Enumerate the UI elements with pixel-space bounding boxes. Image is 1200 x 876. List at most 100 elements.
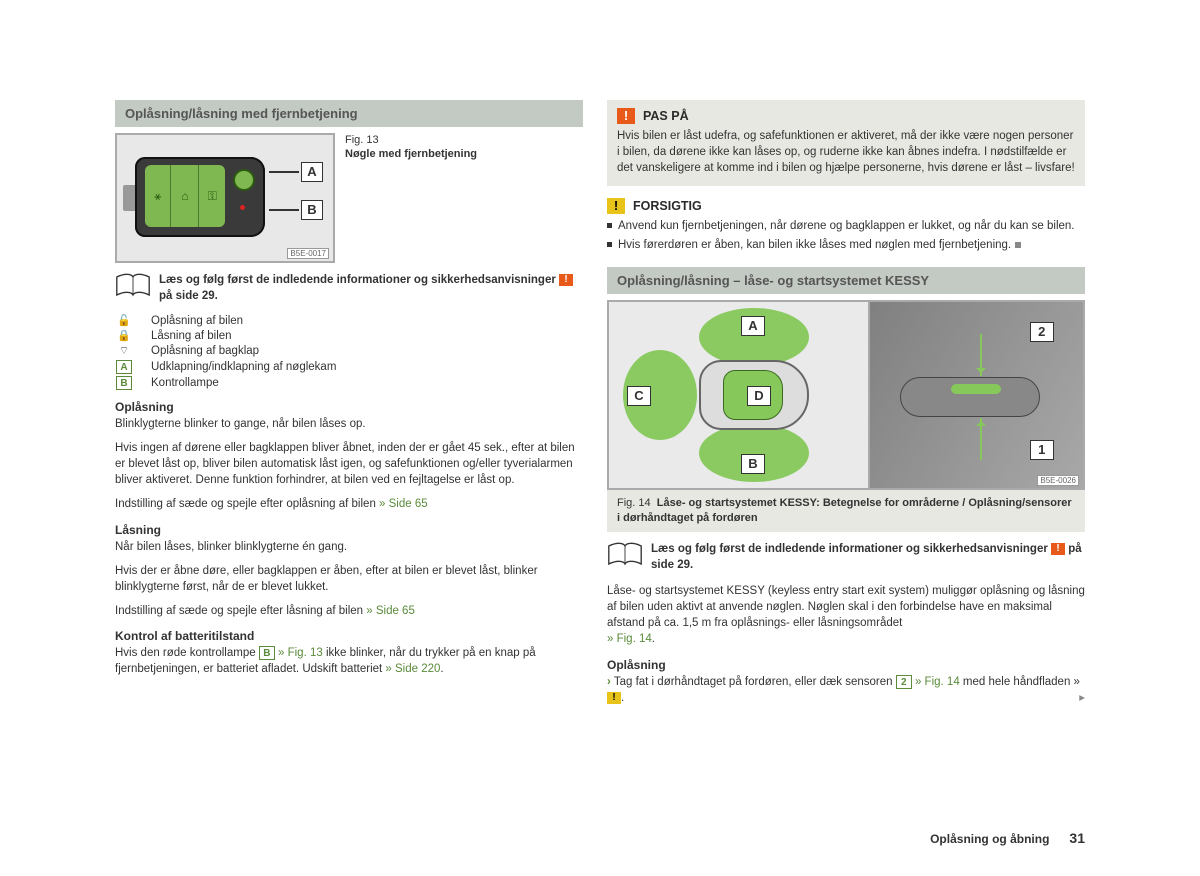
batt-letter-box: B xyxy=(259,646,275,660)
read-first-row-right: Læs og følg først de indledende informat… xyxy=(607,542,1085,573)
lock-p3: Indstilling af sæde og spejle efter låsn… xyxy=(115,603,583,619)
legend-row-trunk: ⌔ Oplåsning af bagklap xyxy=(115,344,583,358)
legend-a-text: Udklapning/indklapning af nøglekam xyxy=(151,361,336,373)
kessy-step-link[interactable]: » Fig. 14 xyxy=(912,676,960,688)
kessy-para: Låse- og startsystemet KESSY (keyless en… xyxy=(607,583,1085,647)
section-header-kessy: Oplåsning/låsning – låse- og startsystem… xyxy=(607,267,1085,294)
read-first-main-r: Læs og følg først de indledende informat… xyxy=(651,543,1048,555)
kessy-step-pre: Tag fat i dørhåndtaget på fordøren, elle… xyxy=(614,676,896,688)
lock-p3-pre: Indstilling af sæde og spejle efter låsn… xyxy=(115,605,366,617)
forsigtig-list: Anvend kun fjernbetjeningen, når dørene … xyxy=(607,218,1085,253)
page-root: Oplåsning/låsning med fjernbetjening ⚹ ⌂… xyxy=(0,0,1200,714)
batt-fig-link[interactable]: » Fig. 13 xyxy=(275,647,323,659)
book-icon xyxy=(607,542,643,568)
fig13-caption: Fig. 13 Nøgle med fjernbetjening xyxy=(345,133,477,263)
fig14-image: A B C D 2 1 B5E-0026 xyxy=(607,300,1085,490)
forsigtig-block: ! FORSIGTIG Anvend kun fjernbetjeningen,… xyxy=(607,198,1085,253)
fig13-row: ⚹ ⌂ ⚿ A B B5E-0017 Fig. 13 Nøgle med fje… xyxy=(115,133,583,263)
kessy-link[interactable]: » Fig. 14 xyxy=(607,633,652,645)
sensor-label-1: 1 xyxy=(1030,440,1054,460)
arrow-1 xyxy=(980,418,982,460)
kessy-pre: Låse- og startsystemet KESSY (keyless en… xyxy=(607,585,1085,629)
zone-label-b: B xyxy=(741,454,765,474)
right-column: ! PAS PÅ Hvis bilen er låst udefra, og s… xyxy=(607,100,1085,714)
callout-line-a xyxy=(269,171,299,173)
batt-pre: Hvis den røde kontrollampe xyxy=(115,647,259,659)
lock-symbol: 🔒 xyxy=(115,329,133,342)
key-led xyxy=(240,205,245,210)
fig14-right-panel: 2 1 B5E-0026 xyxy=(870,302,1083,488)
key-body: ⚹ ⌂ ⚿ xyxy=(135,157,265,237)
unlock-p2: Hvis ingen af dørene eller bagklappen bl… xyxy=(115,440,583,488)
lock-heading: Låsning xyxy=(115,523,583,537)
battery-heading: Kontrol af batteritilstand xyxy=(115,629,583,643)
legend-unlock-text: Oplåsning af bilen xyxy=(151,315,243,327)
footer-title: Oplåsning og åbning xyxy=(930,832,1049,846)
legend-b-box: B xyxy=(116,376,132,390)
pas-paa-box: ! PAS PÅ Hvis bilen er låst udefra, og s… xyxy=(607,100,1085,186)
zone-label-c: C xyxy=(627,386,651,406)
zone-label-a: A xyxy=(741,316,765,336)
left-column: Oplåsning/låsning med fjernbetjening ⚹ ⌂… xyxy=(115,100,583,714)
callout-b: B xyxy=(301,200,323,220)
pas-paa-text: Hvis bilen er låst udefra, og safefunkti… xyxy=(617,128,1075,176)
fig13-image: ⚹ ⌂ ⚿ A B B5E-0017 xyxy=(115,133,335,263)
fig13-caption-text: Nøgle med fjernbetjening xyxy=(345,148,477,160)
callout-a: A xyxy=(301,162,323,182)
caution-icon-inline: ! xyxy=(607,692,621,704)
read-first-text-left: Læs og følg først de indledende informat… xyxy=(159,273,583,304)
forsigtig-b2-span: Hvis førerdøren er åben, kan bilen ikke … xyxy=(618,239,1011,251)
fig14-num: Fig. 14 xyxy=(617,497,651,509)
pas-paa-title: PAS PÅ xyxy=(643,109,689,123)
trunk-icon: ⌂ xyxy=(172,165,198,227)
key-buttons: ⚹ ⌂ ⚿ xyxy=(145,165,225,227)
fig13-code: B5E-0017 xyxy=(287,248,329,259)
forsigtig-head: ! FORSIGTIG xyxy=(607,198,1085,214)
section-header-remote: Oplåsning/låsning med fjernbetjening xyxy=(115,100,583,127)
callout-line-b xyxy=(269,209,299,211)
pas-paa-head: ! PAS PÅ xyxy=(617,108,1075,124)
lock-p3-link[interactable]: » Side 65 xyxy=(366,605,415,617)
read-first-text-right: Læs og følg først de indledende informat… xyxy=(651,542,1085,573)
unlock-symbol: 🔓 xyxy=(115,314,133,327)
warning-icon: ! xyxy=(617,108,635,124)
continue-marker: ▸ xyxy=(1079,690,1085,706)
batt-page-link[interactable]: » Side 220 xyxy=(385,663,440,675)
battery-para: Hvis den røde kontrollampe B » Fig. 13 i… xyxy=(115,645,583,677)
legend-trunk-text: Oplåsning af bagklap xyxy=(151,345,259,357)
unlock-heading: Oplåsning xyxy=(115,400,583,414)
step-chevron-icon: › xyxy=(607,676,611,688)
legend-lock-text: Låsning af bilen xyxy=(151,330,232,342)
unlock-p3-link[interactable]: » Side 65 xyxy=(379,498,428,510)
legend-row-b: B Kontrollampe xyxy=(115,376,583,390)
legend-b-text: Kontrollampe xyxy=(151,377,219,389)
lock-icon: ⚿ xyxy=(200,165,225,227)
unlock-p3-pre: Indstilling af sæde og spejle efter oplå… xyxy=(115,498,379,510)
legend-row-a: A Udklapning/indklapning af nøglekam xyxy=(115,360,583,374)
book-icon xyxy=(115,273,151,299)
trunk-symbol: ⌔ xyxy=(115,344,133,358)
legend-a-box: A xyxy=(116,360,132,374)
forsigtig-b1-text: Anvend kun fjernbetjeningen, når dørene … xyxy=(618,218,1074,234)
kessy-unlock-heading: Oplåsning xyxy=(607,658,1085,672)
lock-p2: Hvis der er åbne døre, eller bagklappen … xyxy=(115,563,583,595)
read-first-tail: på side 29. xyxy=(159,290,218,302)
fig14-code: B5E-0026 xyxy=(1037,475,1079,486)
forsigtig-b1: Anvend kun fjernbetjeningen, når dørene … xyxy=(607,218,1085,234)
kessy-sensor-num: 2 xyxy=(896,675,912,689)
footer-page-number: 31 xyxy=(1069,830,1085,846)
fig14-left-panel: A B C D xyxy=(609,302,870,488)
read-first-main: Læs og følg først de indledende informat… xyxy=(159,274,556,286)
forsigtig-title: FORSIGTIG xyxy=(633,199,702,213)
unlock-p3: Indstilling af sæde og spejle efter oplå… xyxy=(115,496,583,512)
door-handle xyxy=(900,377,1040,417)
legend: 🔓 Oplåsning af bilen 🔒 Låsning af bilen … xyxy=(115,314,583,390)
handle-sensor xyxy=(951,384,1001,394)
warn-icon-inline: ! xyxy=(1051,543,1065,555)
fig14-caption-text: Låse- og startsystemet KESSY: Betegnelse… xyxy=(617,497,1072,524)
unlock-icon: ⚹ xyxy=(145,165,171,227)
bullet-icon xyxy=(607,223,612,228)
warn-icon-inline: ! xyxy=(559,274,573,286)
section-end-marker xyxy=(1015,242,1021,248)
legend-row-lock: 🔒 Låsning af bilen xyxy=(115,329,583,342)
